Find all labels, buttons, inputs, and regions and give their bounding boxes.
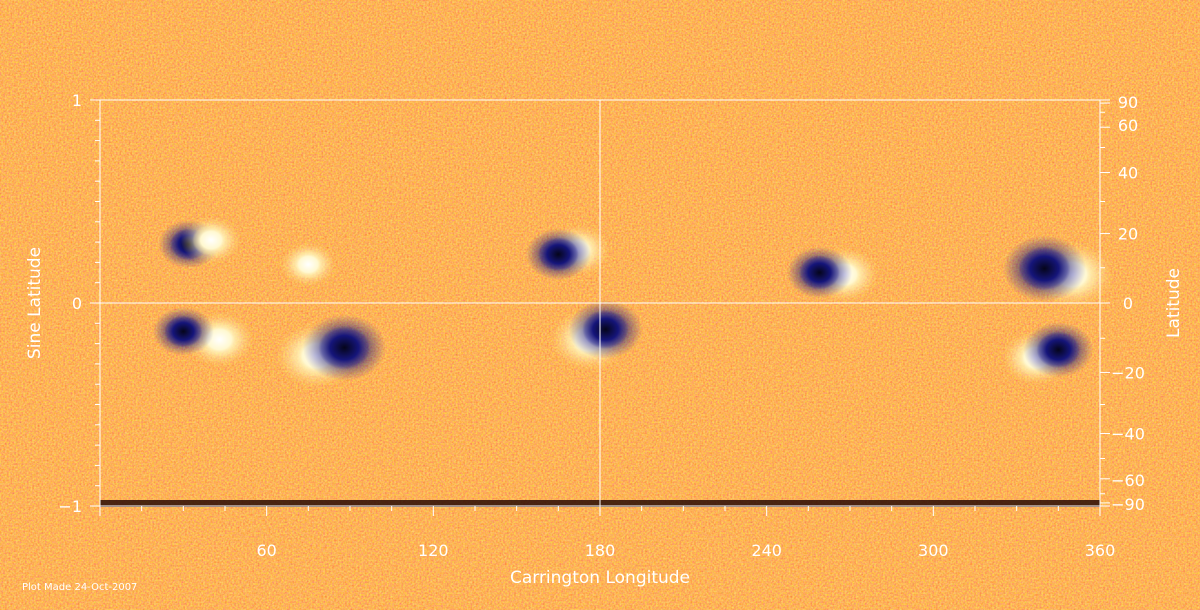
active-region-negative	[164, 315, 203, 348]
active-regions	[152, 216, 1114, 389]
cmp-date: 08	[464, 67, 479, 81]
next-cr-date: 06	[400, 39, 413, 50]
cmp-date-ticks: 16 15 14 13 12 11 10 09 08 07 06 05 04 03 02 01 31 30 29 28…	[99, 53, 1069, 81]
next-cr-date: 01	[585, 39, 598, 50]
cmp-date: 07	[500, 67, 515, 81]
next-cr-date: 05	[437, 39, 450, 50]
active-region-negative	[1036, 331, 1081, 369]
cmp-date: 09	[427, 67, 442, 81]
lat-tick-label: 60	[1118, 116, 1138, 135]
cmp-date: 03	[648, 67, 663, 81]
next-cr-date: 19	[1064, 39, 1077, 50]
lat-tick-label: 0	[1123, 294, 1133, 313]
x-tick-label: 60	[256, 541, 276, 560]
next-cr-month: SEP 04	[112, 34, 147, 45]
next-cr-date: 04	[474, 39, 487, 50]
cmp-label: Central Meridian Passage Date	[523, 90, 677, 101]
next-cr-date: 29	[695, 39, 708, 50]
plot-made-footer: Plot Made 24-Oct-2007	[22, 582, 137, 593]
cmp-date: 29	[833, 67, 848, 81]
lat-tick-label: 20	[1118, 225, 1138, 244]
lat-tick-label: −90	[1111, 495, 1145, 514]
next-cr-date: 08	[326, 39, 339, 50]
cmp-date: 16	[168, 67, 183, 81]
next-cr-date: 07	[363, 39, 376, 50]
next-cr-date: 28	[732, 39, 745, 50]
next-cr-date: 30	[658, 39, 671, 50]
cmp-date: 27	[906, 67, 921, 81]
cmp-date: 13	[279, 67, 294, 81]
next-cr-date: 02	[548, 39, 561, 50]
next-cr-date: 20	[1027, 39, 1040, 50]
x-tick-label: 300	[918, 541, 949, 560]
y-axis-right: 90 60 40 20 0 −20 −40 −60 −90	[1100, 93, 1145, 514]
next-cr-date: 12	[179, 39, 192, 50]
x-tick-label: 360	[1085, 541, 1116, 560]
x-axis: 60 120 180 240 300 360	[99, 506, 1116, 560]
active-region-negative	[318, 325, 371, 370]
lat-tick-label: −20	[1111, 363, 1145, 382]
next-cr-date: 31	[621, 39, 634, 50]
next-cr-date: 03	[511, 39, 524, 50]
cmp-date: 24	[1017, 67, 1032, 81]
active-region-positive	[192, 224, 231, 257]
lat-tick-label: −60	[1111, 471, 1145, 490]
lat-tick-label: −40	[1111, 424, 1145, 443]
next-cr-date: 22	[954, 39, 967, 50]
y-axis-left: 1 0 −1	[58, 91, 100, 516]
cmp-date: 01	[722, 67, 737, 81]
active-region-negative	[799, 255, 840, 290]
cmp-date: 14	[242, 67, 257, 81]
cmp-date: 12	[316, 67, 331, 81]
active-region-negative	[1018, 246, 1071, 291]
y-axis-label-right: Latitude	[1164, 268, 1184, 338]
x-tick-label: 120	[418, 541, 449, 560]
x-tick-label: 240	[751, 541, 782, 560]
active-region-negative	[582, 309, 629, 349]
cmp-date: 31	[759, 67, 774, 81]
cmp-date: 15	[205, 67, 220, 81]
cmp-date: 23	[1054, 67, 1069, 81]
active-region-negative	[537, 237, 579, 272]
next-cr-date: 26	[806, 39, 819, 50]
cmp-date: 04	[611, 67, 626, 81]
y-left-tick-label: −1	[58, 497, 82, 516]
active-region-positive	[290, 249, 326, 280]
cmp-date: 26	[943, 67, 958, 81]
cmp-date: 28	[869, 67, 884, 81]
lat-tick-label: 90	[1118, 93, 1138, 112]
next-cr-ticks: 12 11 10 09 08 07 06 05 04 03 02 01 31 30 29 28 27 26 25 24…	[166, 39, 1077, 53]
next-cr-date: 27	[769, 39, 782, 50]
next-cr-date: 21	[990, 39, 1003, 50]
cmp-month: AUG 04	[97, 72, 139, 85]
next-cr-date: 25	[843, 39, 856, 50]
next-cr-label: Next CR CMP Date	[558, 26, 642, 36]
cmp-date: 10	[390, 67, 405, 81]
next-cr-date: 09	[289, 39, 302, 50]
next-cr-date: 11	[216, 39, 229, 50]
cmp-date: 02	[685, 67, 700, 81]
cmp-date: 06	[537, 67, 552, 81]
cmp-date: 30	[796, 67, 811, 81]
y-left-tick-label: 1	[72, 91, 82, 110]
cmp-date: 25	[980, 67, 995, 81]
next-cr-date: 10	[252, 39, 265, 50]
y-left-tick-label: 0	[72, 294, 82, 313]
next-cr-date: 24	[880, 39, 893, 50]
y-axis-label-left: Sine Latitude	[25, 247, 45, 359]
x-tick-label: 180	[585, 541, 616, 560]
cmp-date: 05	[574, 67, 589, 81]
cmp-date: 11	[353, 67, 368, 81]
next-cr-date: 23	[917, 39, 930, 50]
lat-tick-label: 40	[1118, 164, 1138, 183]
chart-title: MDI Synoptic Chart for Carrington Rotati…	[393, 4, 806, 24]
x-axis-label: Carrington Longitude	[510, 568, 690, 588]
